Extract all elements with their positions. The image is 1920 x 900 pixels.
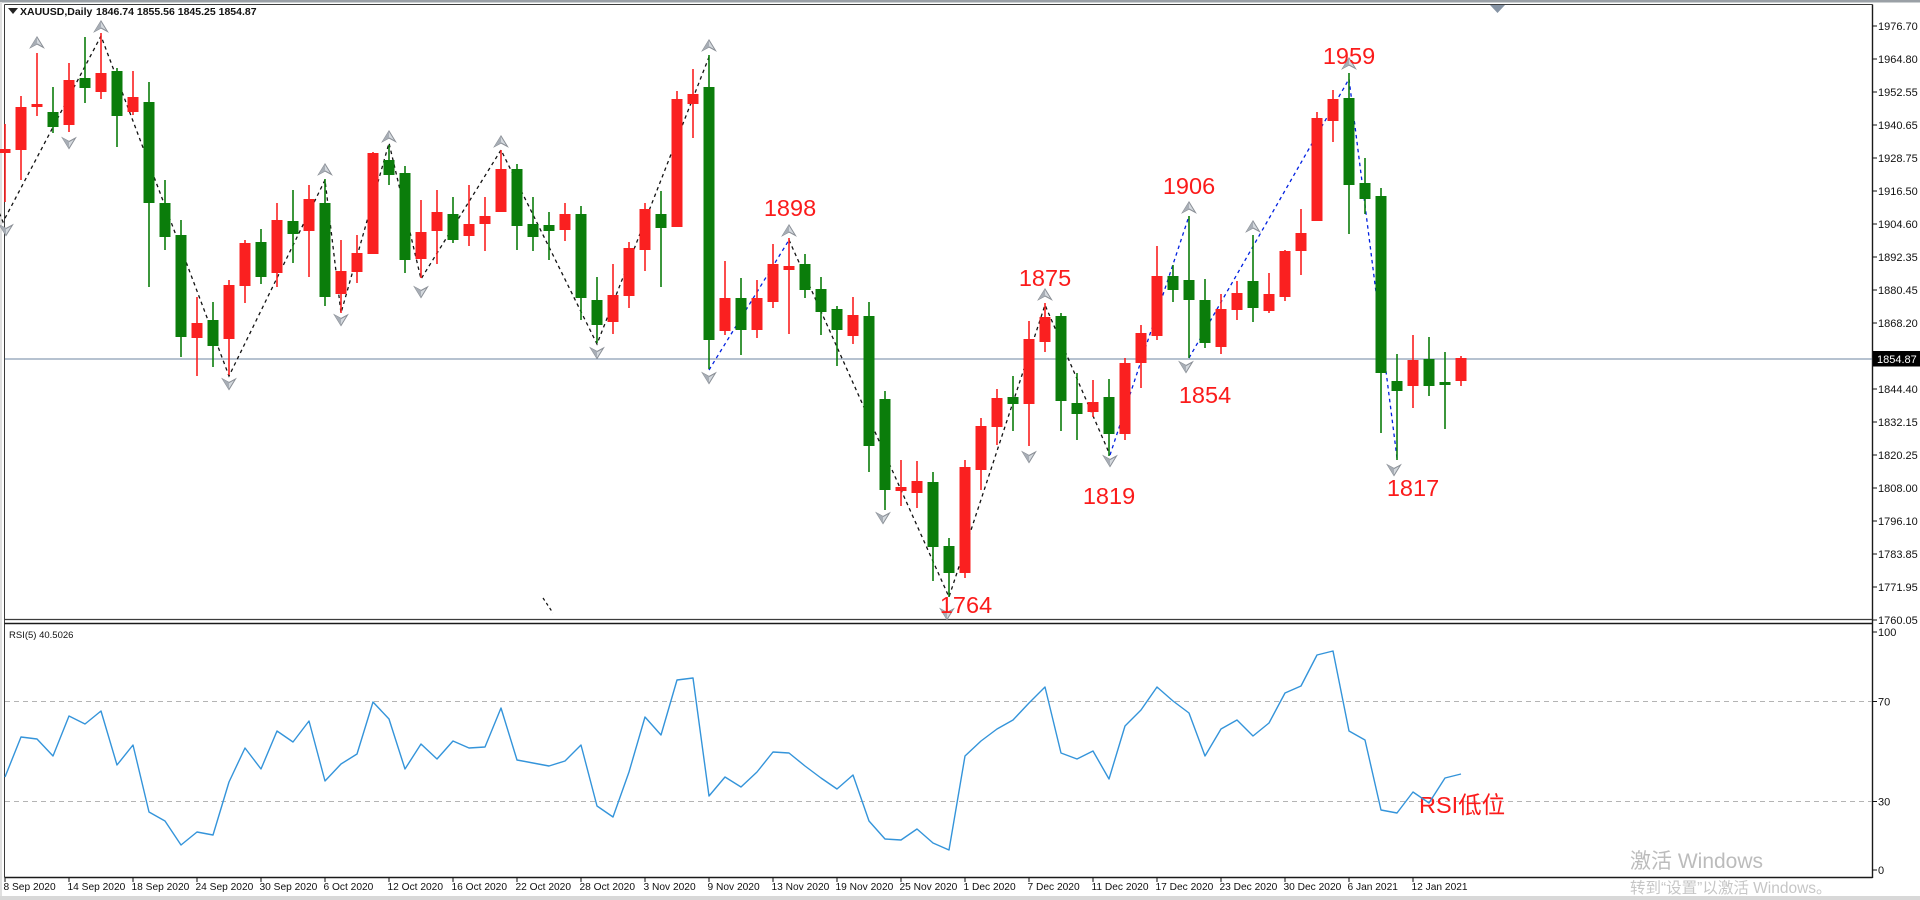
svg-text:1760.05: 1760.05	[1878, 615, 1918, 627]
svg-text:6 Oct 2020: 6 Oct 2020	[324, 882, 374, 893]
svg-text:24 Sep 2020: 24 Sep 2020	[196, 882, 254, 893]
svg-text:9 Nov 2020: 9 Nov 2020	[708, 882, 760, 893]
svg-text:13 Nov 2020: 13 Nov 2020	[772, 882, 830, 893]
svg-text:1868.20: 1868.20	[1878, 318, 1918, 330]
svg-text:1819: 1819	[1083, 483, 1135, 509]
svg-text:1940.65: 1940.65	[1878, 120, 1918, 132]
svg-text:30 Dec 2020: 30 Dec 2020	[1284, 882, 1342, 893]
svg-text:6 Jan 2021: 6 Jan 2021	[1348, 882, 1399, 893]
svg-text:12 Jan 2021: 12 Jan 2021	[1412, 882, 1468, 893]
svg-text:1 Dec 2020: 1 Dec 2020	[964, 882, 1016, 893]
svg-text:1892.35: 1892.35	[1878, 252, 1918, 264]
svg-text:3 Nov 2020: 3 Nov 2020	[644, 882, 696, 893]
svg-text:1875: 1875	[1019, 265, 1071, 291]
svg-text:1783.85: 1783.85	[1878, 549, 1918, 561]
svg-text:1880.45: 1880.45	[1878, 285, 1918, 297]
svg-text:17 Dec 2020: 17 Dec 2020	[1156, 882, 1214, 893]
svg-text:1854.87: 1854.87	[1877, 354, 1917, 366]
svg-text:11 Dec 2020: 11 Dec 2020	[1092, 882, 1149, 893]
svg-text:RSI(5) 40.5026: RSI(5) 40.5026	[9, 630, 73, 641]
svg-text:激活 Windows: 激活 Windows	[1630, 850, 1763, 873]
svg-text:7 Dec 2020: 7 Dec 2020	[1028, 882, 1080, 893]
svg-text:30 Sep 2020: 30 Sep 2020	[260, 882, 318, 893]
svg-text:28 Oct 2020: 28 Oct 2020	[580, 882, 636, 893]
svg-text:23 Dec 2020: 23 Dec 2020	[1220, 882, 1278, 893]
svg-text:1904.60: 1904.60	[1878, 219, 1918, 231]
svg-text:1959: 1959	[1323, 43, 1375, 69]
svg-text:0: 0	[1878, 865, 1884, 877]
svg-text:19 Nov 2020: 19 Nov 2020	[836, 882, 894, 893]
svg-text:30: 30	[1878, 797, 1890, 809]
svg-text:1817: 1817	[1387, 475, 1439, 501]
svg-text:1898: 1898	[764, 195, 816, 221]
svg-text:1916.50: 1916.50	[1878, 186, 1918, 198]
svg-text:1844.40: 1844.40	[1878, 384, 1918, 396]
svg-text:1846.74 1855.56 1845.25 1854.8: 1846.74 1855.56 1845.25 1854.87	[96, 6, 257, 18]
svg-text:1796.10: 1796.10	[1878, 516, 1918, 528]
svg-text:1964.80: 1964.80	[1878, 54, 1918, 66]
svg-text:转到“设置”以激活 Windows。: 转到“设置”以激活 Windows。	[1630, 879, 1832, 897]
svg-text:70: 70	[1878, 697, 1890, 709]
svg-text:1952.55: 1952.55	[1878, 87, 1918, 99]
svg-text:1820.25: 1820.25	[1878, 450, 1918, 462]
svg-text:1832.15: 1832.15	[1878, 417, 1918, 429]
svg-text:1906: 1906	[1163, 173, 1215, 199]
svg-text:1808.00: 1808.00	[1878, 483, 1918, 495]
svg-text:25 Nov 2020: 25 Nov 2020	[900, 882, 958, 893]
svg-text:1928.75: 1928.75	[1878, 153, 1918, 165]
svg-text:1976.70: 1976.70	[1878, 21, 1918, 33]
svg-text:1771.95: 1771.95	[1878, 582, 1918, 594]
svg-text:RSI低位: RSI低位	[1419, 792, 1505, 818]
svg-text:XAUUSD,Daily: XAUUSD,Daily	[20, 6, 93, 18]
svg-text:14 Sep 2020: 14 Sep 2020	[68, 882, 126, 893]
svg-text:18 Sep 2020: 18 Sep 2020	[132, 882, 190, 893]
svg-text:16 Oct 2020: 16 Oct 2020	[452, 882, 508, 893]
svg-text:1764: 1764	[940, 592, 992, 618]
svg-text:8 Sep 2020: 8 Sep 2020	[4, 882, 56, 893]
svg-text:100: 100	[1878, 627, 1896, 639]
svg-text:12 Oct 2020: 12 Oct 2020	[388, 882, 444, 893]
svg-text:22 Oct 2020: 22 Oct 2020	[516, 882, 572, 893]
svg-text:1854: 1854	[1179, 382, 1231, 408]
